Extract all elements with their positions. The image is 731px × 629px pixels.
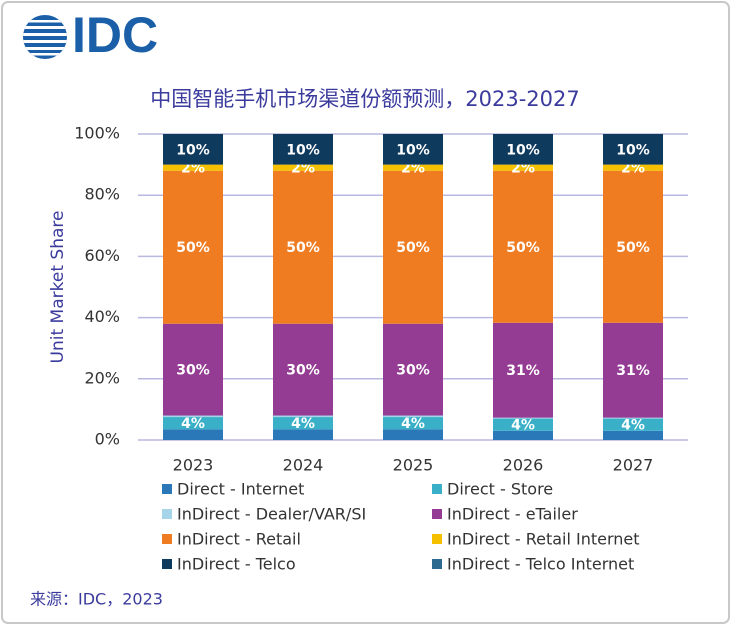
data-label: 31% — [506, 363, 540, 379]
bar-segment — [273, 429, 333, 440]
data-label: 2% — [401, 161, 425, 177]
data-label: 10% — [616, 142, 650, 158]
bar-segment — [163, 417, 223, 430]
data-label: 50% — [616, 240, 650, 256]
bar-segment — [163, 415, 223, 418]
bar-segment — [383, 323, 443, 416]
data-label: 50% — [286, 240, 320, 256]
bar-segment — [603, 430, 663, 440]
data-label: 10% — [506, 142, 540, 158]
bar-segment — [163, 164, 223, 171]
bar-segment — [603, 417, 663, 419]
bar-segment — [383, 170, 443, 324]
bar-segment — [163, 429, 223, 440]
data-label: 4% — [181, 416, 205, 432]
bar-segment — [273, 164, 333, 171]
legend-swatch — [432, 484, 442, 494]
logo-globe — [23, 15, 67, 59]
bar-segment — [163, 134, 223, 165]
legend-label: Direct - Store — [447, 480, 553, 499]
legend-swatch — [432, 559, 442, 569]
data-label: 2% — [291, 161, 315, 177]
data-label: 30% — [396, 363, 430, 379]
data-label: 4% — [511, 418, 535, 434]
x-tick-label: 2027 — [613, 456, 654, 475]
bar-segment — [493, 170, 553, 323]
data-label: 4% — [401, 416, 425, 432]
bar-segment — [163, 170, 223, 324]
bar-segment — [603, 418, 663, 431]
source: 来源：IDC，2023 — [30, 590, 163, 609]
data-label: 2% — [181, 161, 205, 177]
legend-swatch — [432, 509, 442, 519]
data-label: 30% — [176, 363, 210, 379]
y-axis-label: Unit Market Share — [48, 211, 68, 364]
legend-label: InDirect - Telco — [177, 555, 296, 574]
bar-segment — [493, 322, 553, 418]
bar-segment — [383, 134, 443, 165]
data-label: 4% — [291, 416, 315, 432]
data-label: 10% — [176, 142, 210, 158]
bar-segment — [493, 430, 553, 440]
data-label: 2% — [511, 161, 535, 177]
bar-segment — [163, 323, 223, 416]
legend-label: Direct - Internet — [177, 480, 304, 499]
bar-segment — [493, 417, 553, 419]
legend-label: InDirect - eTailer — [447, 505, 578, 524]
data-label: 31% — [616, 363, 650, 379]
chart-title: 中国智能手机市场渠道份额预测，2023-2027 — [150, 87, 579, 111]
bar-segment — [383, 429, 443, 440]
legend-swatch — [162, 509, 172, 519]
bar-segment — [383, 417, 443, 430]
data-label: 30% — [286, 363, 320, 379]
legend-label: InDirect - Retail Internet — [447, 530, 640, 549]
y-tick-label: 100% — [74, 124, 120, 143]
bar-segment — [273, 323, 333, 416]
x-tick-label: 2026 — [503, 456, 544, 475]
data-label: 2% — [621, 161, 645, 177]
legend-label: InDirect - Dealer/VAR/SI — [177, 505, 366, 524]
bar-segment — [493, 164, 553, 171]
data-label: 50% — [396, 240, 430, 256]
data-label: 4% — [621, 418, 645, 434]
legend-swatch — [162, 534, 172, 544]
x-tick-label: 2024 — [283, 456, 324, 475]
data-label: 10% — [396, 142, 430, 158]
logo-text: IDC — [72, 7, 158, 63]
data-label: 10% — [286, 142, 320, 158]
bar-segment — [603, 164, 663, 171]
bar-segment — [493, 418, 553, 431]
legend-label: InDirect - Retail — [177, 530, 301, 549]
y-tick-label: 60% — [84, 246, 120, 265]
legend-label: InDirect - Telco Internet — [447, 555, 634, 574]
bar-segment — [273, 415, 333, 418]
bar-segment — [383, 415, 443, 418]
legend-swatch — [162, 484, 172, 494]
legend-swatch — [162, 559, 172, 569]
data-label: 50% — [176, 240, 210, 256]
bar-segment — [603, 170, 663, 323]
bar-segment — [493, 134, 553, 165]
bar-segment — [603, 322, 663, 418]
y-tick-label: 0% — [95, 430, 120, 449]
bar-segment — [273, 170, 333, 324]
bar-segment — [273, 134, 333, 165]
legend-swatch — [432, 534, 442, 544]
bar-segment — [603, 134, 663, 165]
data-label: 50% — [506, 240, 540, 256]
y-tick-label: 40% — [84, 307, 120, 326]
bar-segment — [273, 417, 333, 430]
x-tick-label: 2023 — [173, 456, 214, 475]
y-tick-label: 20% — [84, 368, 120, 387]
bar-segment — [383, 164, 443, 171]
y-tick-label: 80% — [84, 185, 120, 204]
x-tick-label: 2025 — [393, 456, 434, 475]
